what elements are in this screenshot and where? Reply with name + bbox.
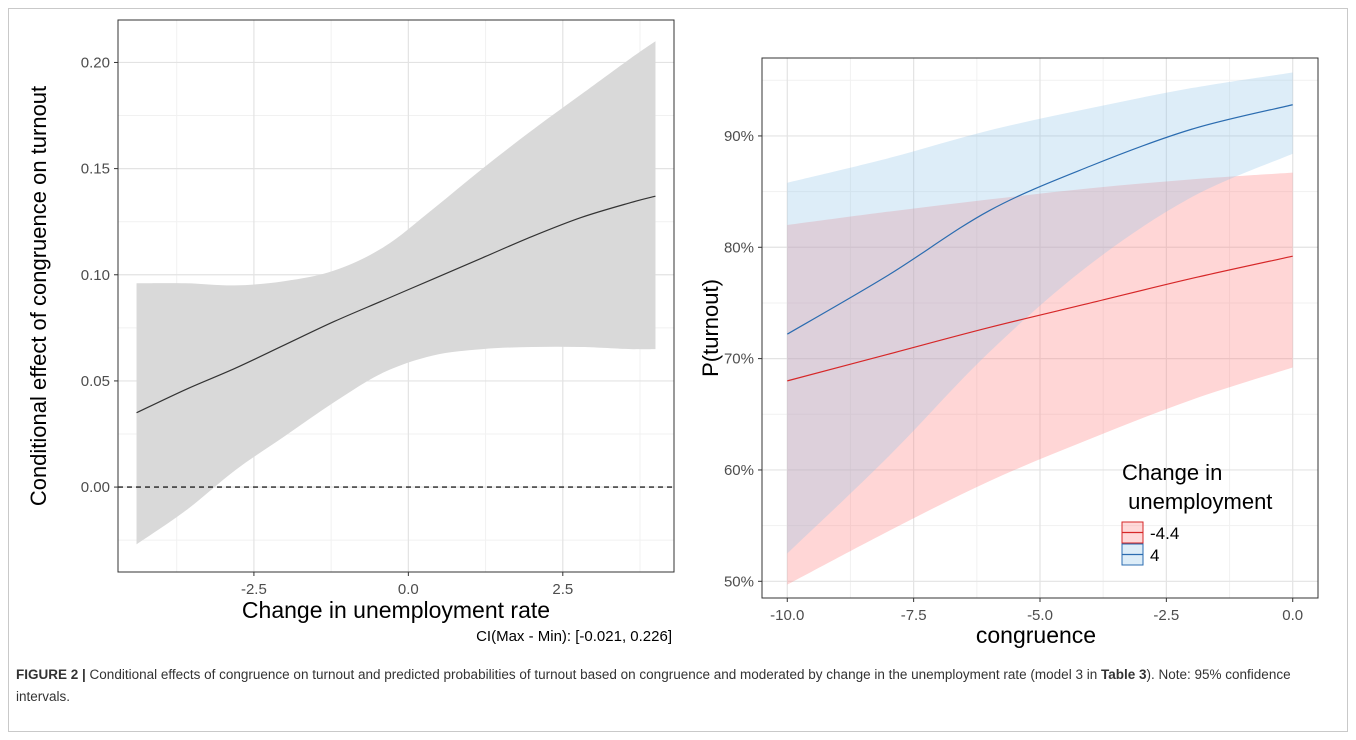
left-y-tick-label: 0.05 bbox=[81, 373, 110, 390]
legend-title-line-1: Change in bbox=[1122, 460, 1222, 485]
left-chart: 0.00 0.05 0.10 0.15 0.20 -2.5 0.0 2.5 Change i… bbox=[26, 19, 675, 645]
right-x-axis-label: congruence bbox=[976, 622, 1096, 648]
figure-frame bbox=[8, 8, 1348, 732]
left-y-tick-label: 0.00 bbox=[81, 479, 110, 496]
legend-key-label: 4 bbox=[1150, 546, 1159, 565]
left-y-tick-label: 0.10 bbox=[81, 267, 110, 284]
right-y-tick-label: 60% bbox=[724, 462, 754, 479]
right-x-tick-label: -5.0 bbox=[1027, 607, 1053, 624]
caption-text-2: ). Note: 95% confidence intervals. bbox=[16, 667, 1291, 704]
right-legend: Change in unemployment -4.4 4 bbox=[1121, 460, 1272, 566]
legend-keys: -4.4 4 bbox=[1121, 521, 1179, 566]
caption-label: FIGURE 2 | bbox=[16, 667, 86, 682]
right-y-axis-label: P(turnout) bbox=[698, 279, 723, 377]
left-ci-annotation: CI(Max - Min): [-0.021, 0.226] bbox=[476, 628, 672, 645]
left-x-ticks: -2.5 0.0 2.5 bbox=[241, 572, 573, 598]
right-gridlines bbox=[762, 58, 1318, 598]
left-x-tick-label: -2.5 bbox=[241, 581, 267, 598]
left-y-ticks: 0.00 0.05 0.10 0.15 0.20 bbox=[81, 54, 118, 496]
left-y-tick-label: 0.15 bbox=[81, 161, 110, 178]
right-line-series-1 bbox=[787, 255, 1293, 382]
left-x-axis-label: Change in unemployment rate bbox=[242, 597, 550, 623]
right-y-tick-label: 80% bbox=[724, 239, 754, 256]
right-y-tick-label: 50% bbox=[724, 573, 754, 590]
left-effect-line bbox=[136, 195, 656, 414]
left-plot-border bbox=[117, 19, 675, 573]
right-x-tick-label: -7.5 bbox=[901, 607, 927, 624]
legend-title-line-2: unemployment bbox=[1122, 489, 1272, 514]
caption-text-1: Conditional effects of congruence on tur… bbox=[85, 667, 1101, 682]
left-x-tick-label: 2.5 bbox=[552, 581, 573, 598]
left-y-tick-label: 0.20 bbox=[81, 54, 110, 71]
left-confidence-band bbox=[136, 41, 656, 545]
right-x-ticks: -10.0 -7.5 -5.0 -2.5 0.0 bbox=[770, 598, 1303, 624]
right-line-series-2 bbox=[786, 104, 1293, 335]
caption-table-ref: Table 3 bbox=[1100, 667, 1147, 682]
left-y-axis-label: Conditional effect of congruence on turn… bbox=[26, 86, 51, 506]
legend-key-label: -4.4 bbox=[1150, 524, 1179, 543]
right-band-series-2 bbox=[787, 72, 1293, 554]
right-x-tick-label: 0.0 bbox=[1282, 607, 1303, 624]
right-x-tick-label: -2.5 bbox=[1153, 607, 1179, 624]
right-band-series-1 bbox=[787, 172, 1293, 585]
figure-caption: FIGURE 2 | Conditional effects of congru… bbox=[16, 664, 1336, 708]
right-chart: 50% 60% 70% 80% 90% -10.0 -7.5 -5.0 -2.5 0.0 con… bbox=[698, 57, 1319, 648]
right-x-tick-label: -10.0 bbox=[770, 607, 804, 624]
right-y-ticks: 50% 60% 70% 80% 90% bbox=[724, 128, 762, 590]
right-y-tick-label: 70% bbox=[724, 351, 754, 368]
figure-charts: 0.00 0.05 0.10 0.15 0.20 -2.5 0.0 2.5 Change i… bbox=[26, 19, 1319, 648]
right-y-tick-label: 90% bbox=[724, 128, 754, 145]
left-x-tick-label: 0.0 bbox=[398, 581, 419, 598]
